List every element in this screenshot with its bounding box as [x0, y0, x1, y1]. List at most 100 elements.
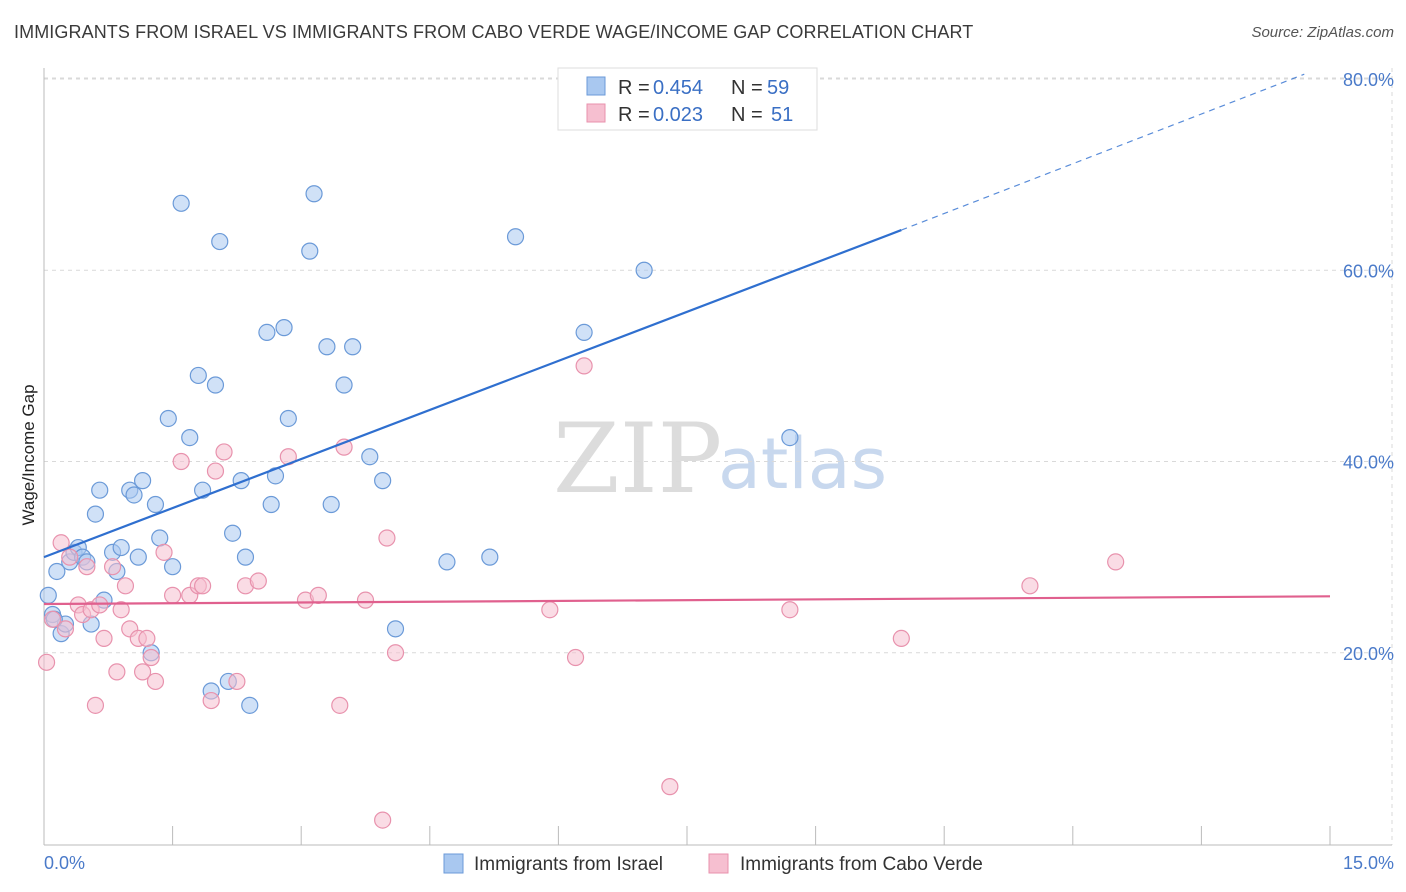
- bottom-legend-israel-label: Immigrants from Israel: [474, 854, 663, 875]
- israel-point-49: [361, 448, 379, 466]
- grid-lines: [44, 68, 1393, 845]
- israel-point-26: [172, 194, 190, 212]
- cabo-point-40: [374, 811, 392, 829]
- cabo-point-11: [95, 629, 113, 648]
- cabo-point-41: [378, 529, 396, 547]
- israel-point-12: [91, 481, 109, 499]
- israel-point-24: [159, 409, 177, 428]
- israel-point-42: [279, 409, 297, 428]
- cabo-point-46: [661, 778, 679, 796]
- cabo-point-49: [1021, 577, 1039, 595]
- cabo-point-21: [146, 672, 165, 691]
- y-axis-title: Wage/Income Gap: [19, 384, 38, 525]
- bottom-legend-cabo-label: Immigrants from Cabo Verde: [740, 854, 983, 875]
- israel-point-43: [301, 242, 319, 260]
- israel-trend-extension: [901, 73, 1305, 231]
- israel-point-22: [146, 495, 165, 514]
- y-tick-labels: 20.0% 40.0% 60.0% 80.0%: [1343, 70, 1394, 664]
- y-tick-label-60: 60.0%: [1343, 261, 1394, 281]
- israel-point-54: [506, 228, 525, 246]
- cabo-point-47: [781, 601, 799, 619]
- israel-point-56: [635, 261, 653, 279]
- cabo-point-27: [194, 577, 212, 595]
- y-tick-label-40: 40.0%: [1343, 453, 1394, 473]
- cabo-point-22: [155, 543, 173, 561]
- cabo-trend-line: [43, 595, 1331, 606]
- cabo-point-4: [61, 548, 79, 566]
- bottom-legend: Immigrants from Israel Immigrants from C…: [443, 853, 983, 875]
- israel-point-2: [48, 562, 66, 581]
- legend-cabo-n-value: 51: [771, 104, 793, 126]
- cabo-point-48: [892, 629, 910, 648]
- axes: [43, 68, 1392, 846]
- legend-israel-n-label: N =: [731, 77, 763, 99]
- legend-cabo-r-label: R =: [618, 104, 650, 126]
- legend-israel-r-label: R =: [618, 77, 650, 99]
- israel-point-23: [151, 529, 169, 547]
- cabo-point-45: [575, 357, 593, 375]
- bottom-legend-israel-swatch: [443, 853, 464, 874]
- israel-point-48: [344, 338, 362, 356]
- israel-point-52: [438, 553, 456, 571]
- legend-cabo-n-label: N =: [731, 104, 763, 126]
- cabo-point-13: [108, 663, 126, 681]
- israel-point-39: [262, 495, 280, 514]
- cabo-point-23: [164, 586, 182, 604]
- cabo-point-19: [138, 629, 156, 648]
- cabo-point-29: [206, 462, 225, 480]
- cabo-point-43: [541, 601, 559, 619]
- legend-israel-swatch: [586, 76, 606, 96]
- israel-point-57: [781, 428, 799, 447]
- cabo-point-12: [103, 558, 122, 576]
- watermark-atlas: atlas: [718, 423, 887, 505]
- cabo-point-9: [86, 696, 105, 714]
- israel-point-19: [129, 548, 147, 566]
- israel-point-32: [211, 232, 229, 251]
- chart-title: IMMIGRANTS FROM ISRAEL VS IMMIGRANTS FRO…: [14, 22, 974, 42]
- cabo-point-10: [91, 596, 109, 614]
- legend-box: R = 0.454 N = 59 R = 0.023 N = 51: [557, 67, 818, 131]
- cabo-point-30: [215, 443, 233, 461]
- israel-point-51: [386, 620, 405, 638]
- israel-point-35: [232, 472, 250, 490]
- israel-point-50: [374, 472, 392, 490]
- legend-israel-r-value: 0.454: [653, 77, 703, 99]
- israel-point-36: [236, 548, 255, 566]
- israel-point-46: [322, 495, 340, 514]
- israel-point-20: [133, 472, 152, 490]
- x-tick-label-min: 0.0%: [44, 853, 85, 873]
- y-tick-label-80: 80.0%: [1343, 70, 1394, 90]
- cabo-point-33: [249, 572, 267, 590]
- cabo-point-3: [56, 620, 75, 638]
- cabo-point-0: [37, 653, 56, 671]
- source-credit: Source: ZipAtlas.com: [1251, 24, 1394, 41]
- israel-point-47: [335, 376, 353, 394]
- cabo-point-15: [116, 577, 135, 595]
- israel-point-27: [181, 428, 199, 447]
- cabo-point-14: [112, 601, 130, 619]
- israel-point-11: [86, 505, 105, 523]
- cabo-point-44: [566, 648, 585, 667]
- cabo-point-39: [356, 591, 375, 609]
- x-tick-label-max: 15.0%: [1343, 853, 1394, 873]
- israel-point-55: [575, 323, 593, 342]
- cabo-point-37: [331, 696, 349, 714]
- israel-point-45: [318, 338, 336, 356]
- israel-point-0: [39, 586, 57, 604]
- legend-cabo-swatch: [586, 103, 606, 123]
- cabo-point-24: [172, 452, 190, 471]
- cabo-point-1: [43, 610, 62, 628]
- israel-point-25: [164, 558, 182, 576]
- cabo-point-31: [228, 672, 246, 691]
- cabo-point-7: [78, 558, 96, 576]
- legend-cabo-r-value: 0.023: [653, 104, 703, 126]
- israel-point-34: [224, 524, 242, 542]
- cabo-point-36: [309, 586, 327, 604]
- trend-lines: [43, 73, 1331, 606]
- series-israel-points: [39, 185, 799, 714]
- israel-point-18: [125, 486, 143, 504]
- israel-point-31: [206, 376, 225, 394]
- cabo-point-42: [386, 644, 405, 662]
- israel-point-37: [241, 696, 259, 714]
